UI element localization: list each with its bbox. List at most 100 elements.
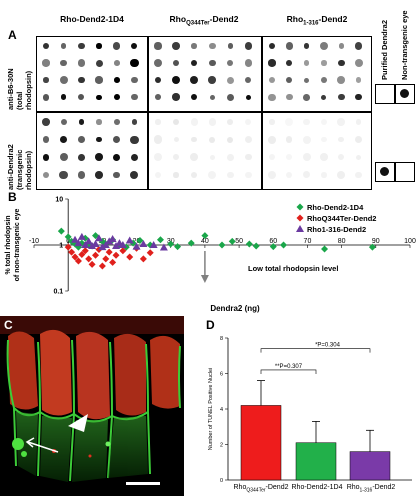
blot-dot — [321, 172, 327, 178]
control-dot — [380, 167, 389, 176]
data-point-triangle — [159, 243, 168, 251]
blot-dot — [286, 93, 293, 101]
green-fill-regions — [16, 412, 148, 482]
data-point-triangle — [84, 237, 93, 245]
blot-dot — [130, 153, 139, 161]
category-main: Rho — [233, 484, 247, 491]
micrograph-top-band — [0, 316, 184, 334]
x-tick-label: 0 — [66, 238, 70, 245]
blot-dot — [172, 93, 180, 101]
blot-dot — [267, 170, 277, 180]
data-point-diamond — [105, 248, 113, 256]
control-box-trans-nontransgenic — [395, 162, 415, 182]
blot-dot — [245, 94, 252, 100]
blot-dot — [303, 171, 311, 179]
blot-dot — [60, 136, 68, 144]
x-axis-label: Dendra2 (ng) — [210, 304, 260, 313]
data-point-triangle — [101, 241, 110, 248]
data-point-diamond — [174, 243, 182, 251]
blot-dot — [208, 42, 216, 50]
blot-dot — [173, 172, 179, 178]
data-point-diamond — [269, 243, 277, 251]
blot-dot — [42, 118, 50, 126]
bar — [240, 405, 282, 481]
data-point-triangle — [118, 241, 127, 248]
green-puncta — [105, 441, 111, 447]
blot-dot — [190, 171, 198, 179]
blot-dot — [154, 153, 162, 162]
blot-dot — [209, 136, 216, 143]
data-point-diamond — [136, 237, 144, 245]
blot-dot — [355, 136, 363, 144]
data-point-triangle — [105, 237, 114, 245]
row-label-line: (transgenic — [15, 149, 24, 190]
blot-dot — [191, 94, 198, 101]
bar-category-2: Rho-Dend2-1D4 — [282, 484, 352, 491]
blot-dot — [77, 171, 86, 179]
data-point-diamond — [57, 227, 65, 235]
blot-dot — [60, 59, 68, 67]
blot-dot — [172, 42, 180, 50]
sig-label: *P=0.304 — [315, 343, 341, 349]
side-label-text: Purified Dendra2 — [380, 19, 389, 80]
blot-dot — [209, 94, 215, 100]
blot-dot — [190, 75, 199, 85]
blot-dot — [226, 153, 234, 161]
blot-dot — [59, 170, 68, 180]
panel-d-letter: D — [206, 318, 215, 332]
blot-dot — [42, 93, 50, 101]
data-point-diamond — [81, 247, 89, 255]
blot-dot — [355, 119, 362, 125]
side-label-text: Non-transgenic eye — [400, 10, 409, 80]
blot-dot — [337, 118, 345, 126]
x-tick-label: -10 — [29, 238, 39, 245]
data-point-diamond — [102, 255, 110, 263]
data-point-triangle — [108, 235, 117, 243]
blot-dot — [304, 77, 310, 83]
control-box-total-purified — [375, 84, 395, 104]
panel-c-letter: C — [4, 318, 13, 332]
data-point-diamond — [228, 237, 236, 245]
blot-dot — [130, 170, 139, 179]
blot-dot — [355, 77, 362, 83]
blot-dot — [245, 118, 252, 126]
x-tick-label: 100 — [404, 238, 416, 245]
blot-dot — [155, 94, 161, 101]
y-tick-label: 1 — [59, 243, 63, 250]
data-point-diamond — [187, 239, 195, 247]
blot-dot — [113, 171, 121, 179]
blot-dot — [321, 60, 327, 66]
blot-dot — [337, 170, 346, 179]
blot-dot — [338, 43, 344, 49]
blot-dot — [113, 119, 120, 125]
blot-dot — [286, 154, 293, 161]
row-label-line: (total — [15, 91, 24, 110]
blot-dot — [96, 43, 102, 49]
y-tick-label: 0 — [220, 478, 223, 484]
cell-bodies — [8, 329, 180, 420]
blot-dot — [319, 41, 328, 51]
bar-category-1: RhoQ344Ter-Dend2 — [226, 484, 296, 493]
blot-dot — [268, 59, 276, 67]
title-main: Rho — [286, 14, 304, 24]
title-main: Rho — [169, 14, 187, 24]
blot-trans-3 — [262, 112, 372, 190]
data-point-triangle — [132, 242, 141, 250]
y-tick-label: 4 — [220, 407, 223, 413]
blot-dot — [131, 119, 137, 125]
blot-dot — [60, 119, 67, 125]
row-label-total: anti-B6-30N (total rhodopsin) — [6, 68, 33, 110]
blot-dot — [172, 154, 180, 161]
data-point-diamond — [368, 243, 376, 251]
blot-dot — [42, 42, 50, 50]
blot-dot — [227, 43, 233, 49]
blot-dot — [77, 59, 86, 67]
x-tick-label: 50 — [235, 238, 243, 245]
title-suffix: -Dend2 — [318, 14, 348, 24]
control-box-trans-purified — [375, 162, 395, 182]
blot-dot — [130, 135, 139, 144]
low-level-annotation: Low total rhodopsin level — [248, 264, 338, 273]
data-point-diamond — [64, 233, 72, 241]
blot-dot — [209, 154, 215, 160]
blot-dot — [113, 135, 121, 144]
